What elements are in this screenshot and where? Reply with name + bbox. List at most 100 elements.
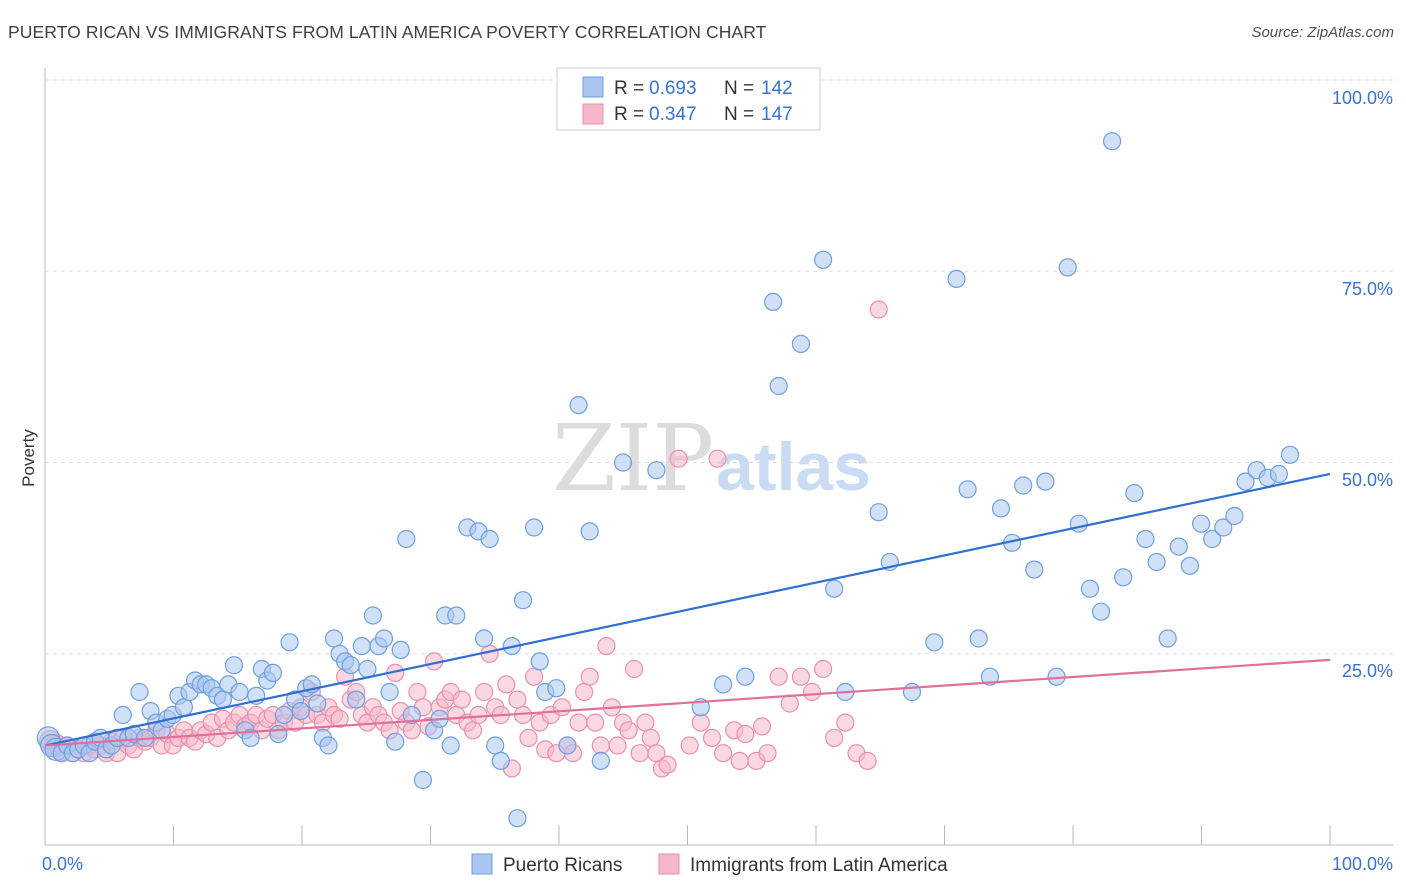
trend-lines	[44, 472, 1331, 747]
data-point	[513, 591, 533, 610]
data-point	[869, 300, 888, 319]
data-point	[825, 728, 844, 748]
data-point	[274, 705, 294, 725]
data-point	[947, 269, 966, 288]
legend-n-label: N =	[724, 104, 754, 125]
data-point	[641, 728, 660, 748]
data-point	[447, 606, 466, 625]
data-point	[308, 694, 327, 713]
data-point	[347, 690, 366, 709]
data-point	[552, 698, 572, 717]
data-point	[1236, 472, 1255, 491]
trend-line-puerto-ricans	[44, 472, 1331, 747]
data-point	[1058, 258, 1077, 277]
data-point	[475, 682, 494, 702]
data-point	[363, 606, 382, 625]
data-point	[330, 709, 349, 728]
data-point	[547, 679, 566, 698]
data-point	[769, 376, 788, 396]
data-point	[825, 579, 844, 598]
data-point	[1025, 560, 1044, 579]
data-point	[1158, 629, 1177, 648]
data-point	[280, 633, 299, 652]
legend-swatch-blue	[582, 76, 604, 98]
data-point	[836, 713, 855, 732]
legend: R = 0.693 N = 142 R = 0.347 N = 147	[556, 67, 821, 131]
data-point	[574, 682, 594, 702]
data-point	[263, 663, 282, 683]
data-point	[402, 705, 421, 725]
data-point	[380, 682, 399, 702]
data-point	[213, 690, 232, 709]
data-point	[669, 449, 688, 468]
data-point	[230, 682, 249, 702]
data-point	[1169, 537, 1188, 556]
legend-r-label: R =	[614, 78, 644, 99]
data-point	[402, 721, 421, 740]
data-point	[736, 724, 755, 744]
legend-n-value: 142	[761, 78, 793, 99]
data-point	[1225, 506, 1244, 526]
bottom-legend: Puerto Ricans Immigrants from Latin Amer…	[471, 853, 948, 876]
data-point	[647, 461, 666, 480]
data-point	[1069, 514, 1088, 533]
data-point	[769, 667, 788, 686]
y-tick-label: 25.0%	[1342, 661, 1393, 681]
trend-line-immigrants	[44, 658, 1331, 747]
data-point	[713, 675, 733, 694]
bottom-legend-swatch-blue	[471, 853, 493, 875]
data-point	[925, 633, 944, 652]
data-point	[1269, 464, 1289, 484]
data-point	[1147, 552, 1166, 572]
data-point	[508, 809, 527, 828]
data-point	[1114, 568, 1133, 587]
data-point	[958, 480, 977, 499]
x-tick-label: 0.0%	[42, 854, 83, 874]
series-puerto-ricans-points	[36, 132, 1300, 828]
data-point	[324, 629, 344, 648]
data-point	[691, 713, 710, 732]
data-point	[480, 529, 499, 549]
data-point	[569, 713, 588, 732]
data-point	[113, 705, 132, 725]
data-point	[463, 721, 483, 740]
data-point	[580, 667, 599, 686]
data-point	[352, 636, 371, 656]
data-point	[241, 728, 260, 748]
chart-title: PUERTO RICAN VS IMMIGRANTS FROM LATIN AM…	[8, 22, 767, 42]
data-point	[730, 751, 749, 771]
data-point	[813, 659, 833, 679]
data-point	[1136, 529, 1155, 549]
y-axis-title: Poverty	[19, 429, 38, 487]
data-point	[269, 724, 288, 744]
data-point	[624, 659, 644, 679]
data-point	[341, 656, 360, 675]
data-point	[902, 682, 922, 702]
data-point	[224, 656, 244, 675]
y-tick-label: 100.0%	[1332, 88, 1393, 108]
data-point	[1180, 556, 1200, 575]
data-point	[813, 250, 833, 269]
data-point	[763, 292, 783, 311]
data-point	[1125, 484, 1144, 503]
data-point	[475, 629, 494, 648]
legend-r-value: 0.693	[649, 78, 697, 99]
data-point	[680, 736, 699, 755]
data-point	[858, 751, 877, 771]
data-point	[1203, 529, 1222, 549]
legend-n-label: N =	[724, 78, 754, 99]
data-point	[569, 396, 588, 415]
series-immigrants-points	[38, 300, 888, 778]
data-point	[386, 732, 405, 751]
legend-r-value: 0.347	[649, 104, 697, 125]
axes	[44, 68, 1393, 846]
data-point	[780, 694, 799, 713]
legend-r-label: R =	[614, 104, 644, 125]
data-point	[1014, 476, 1033, 495]
data-point	[130, 682, 149, 702]
data-point	[1102, 132, 1122, 151]
data-point	[452, 690, 471, 709]
data-point	[519, 728, 538, 748]
data-point	[791, 334, 811, 353]
